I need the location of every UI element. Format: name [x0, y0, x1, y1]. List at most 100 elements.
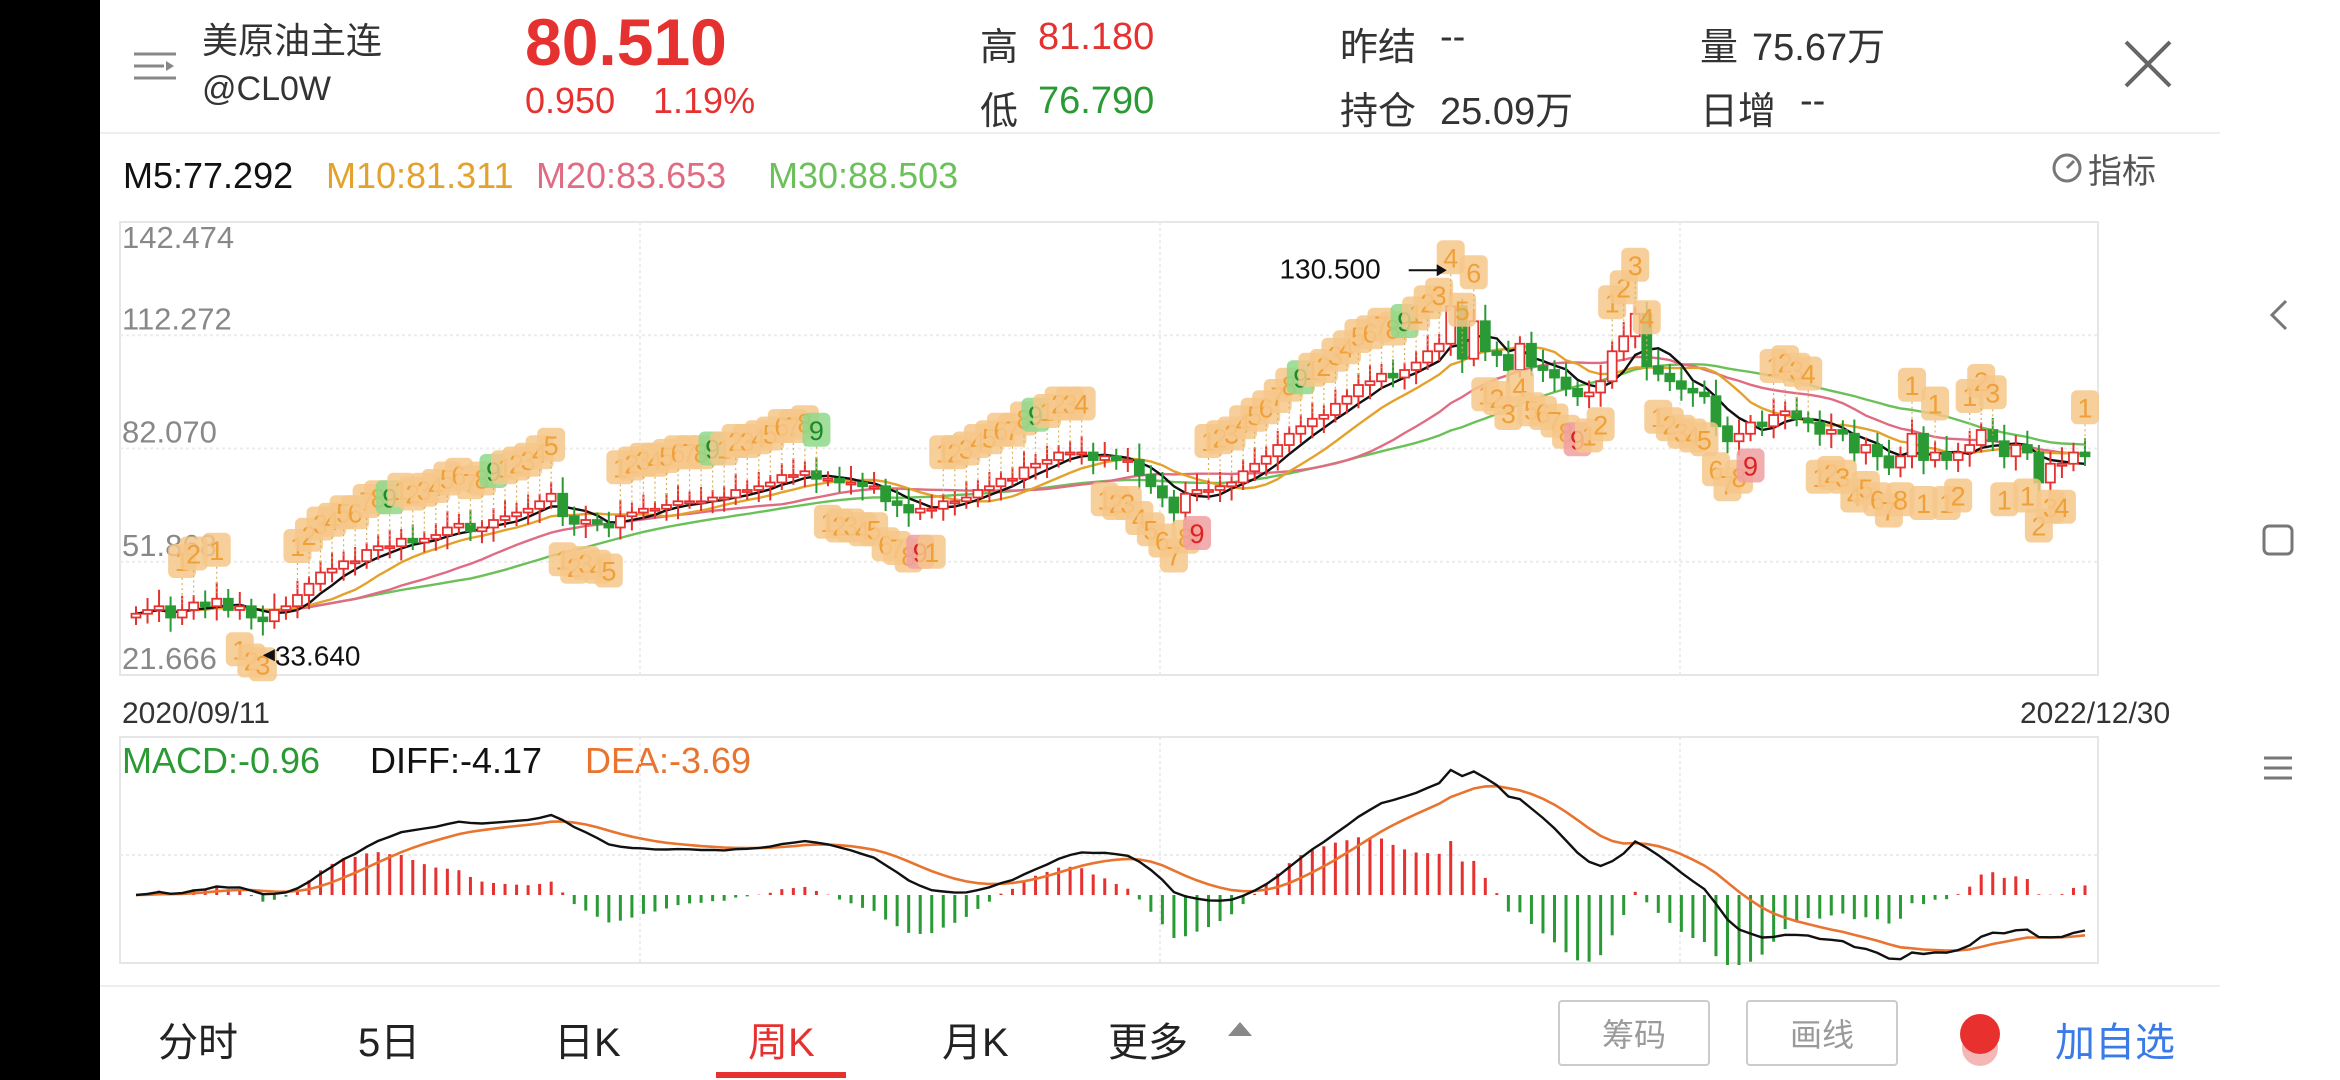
td-count-bg [917, 534, 946, 569]
candle [1618, 335, 1630, 353]
td-count-badge: 3 [1978, 375, 2007, 436]
candle [1583, 391, 1595, 398]
kline-chart[interactable]: 142.474112.27282.07051.86821.66612112312… [100, 210, 2220, 685]
td-count-badge: 2 [179, 536, 208, 597]
candle [1606, 350, 1618, 383]
instrument-name: 美原油主连 [202, 20, 383, 61]
macd-chart[interactable] [100, 735, 2220, 965]
caret-up-icon[interactable] [1228, 1022, 1252, 1036]
candle [1814, 421, 1826, 435]
candle [799, 470, 811, 476]
candle [1399, 369, 1410, 379]
low-value: 76.790 [1038, 80, 1155, 122]
td-count-number: 6 [1466, 258, 1481, 288]
td-count-badge: 4 [1632, 300, 1661, 361]
tab-more[interactable]: 更多 [1108, 1021, 1188, 1065]
indicator-label: 指标 [2088, 152, 2156, 191]
td-count-badge: 9 [1182, 516, 1211, 551]
td-count-badge: 1 [2013, 478, 2042, 513]
td-count-bg [202, 532, 231, 567]
candle [2021, 444, 2033, 454]
tab-daily-k[interactable]: 日K [554, 1021, 621, 1065]
td-count-number: 1 [924, 538, 939, 568]
candle [822, 477, 834, 482]
candle [1191, 489, 1203, 495]
td-count-bg [1898, 367, 1927, 402]
candle [1306, 417, 1318, 428]
candle [453, 522, 465, 529]
candle [488, 519, 499, 529]
candle [1145, 474, 1157, 488]
candle [1987, 429, 1999, 443]
candle [257, 616, 269, 623]
candle [2056, 462, 2068, 467]
candle [1007, 477, 1018, 482]
candle [1998, 440, 2010, 458]
td-count-badge: 4 [1794, 356, 1823, 417]
candle [695, 500, 707, 505]
candle [2033, 451, 2045, 484]
td-count-bg [1448, 292, 1477, 327]
candle [1341, 395, 1353, 405]
td-count-number: 1 [1928, 390, 1943, 420]
daily-increase-label: 日增 [1700, 91, 1777, 133]
candle [418, 537, 430, 544]
system-nav-bar [2220, 0, 2340, 1080]
back-icon[interactable] [2260, 295, 2300, 335]
td-count-bg [1794, 356, 1823, 391]
td-count-number: 4 [1074, 390, 1089, 420]
candle [1122, 459, 1134, 463]
candle [1491, 350, 1503, 356]
candle [165, 605, 176, 619]
tab-intraday[interactable]: 分时 [158, 1021, 238, 1065]
candle [1053, 451, 1065, 461]
candle [1295, 425, 1307, 435]
candle [338, 560, 349, 570]
candle [1318, 414, 1330, 420]
draw-line-button[interactable]: 画线 [1746, 1000, 1898, 1066]
candle [753, 485, 765, 491]
quote-panel: 美原油主连 @CL0W 80.510 0.950 1.19% 高 81.180 … [100, 0, 2220, 1080]
candle [222, 597, 234, 611]
price-change: 0.950 [525, 80, 616, 121]
indicator-button[interactable]: 指标 [2050, 148, 2156, 191]
td-count-bg [2013, 478, 2042, 513]
td-count-bg [1944, 478, 1973, 513]
tab-weekly-k[interactable]: 周K [748, 1021, 815, 1065]
td-count-bg [1621, 247, 1650, 282]
recents-icon[interactable] [2258, 748, 2298, 788]
candle [1906, 432, 1918, 458]
tab-5day[interactable]: 5日 [358, 1021, 421, 1065]
daily-increase-value: -- [1800, 80, 1826, 122]
ma30-label: M30:88.503 [768, 155, 959, 196]
tab-monthly-k[interactable]: 月K [942, 1021, 1009, 1065]
candle [776, 474, 788, 484]
candle [511, 511, 522, 518]
td-count-badge: 1 [202, 532, 231, 593]
add-watchlist-button[interactable]: 加自选 [2055, 1021, 2175, 1065]
chips-button[interactable]: 筹码 [1558, 1000, 1710, 1066]
candle [349, 560, 361, 565]
candle [1364, 380, 1376, 386]
candle [280, 605, 292, 611]
candle [292, 594, 303, 608]
candle [1652, 365, 1664, 375]
candle [130, 612, 142, 619]
td-count-number: 5 [544, 431, 559, 461]
td-count-badge: 3 [1621, 247, 1650, 308]
td-count-number: 2 [186, 540, 201, 570]
menu-icon[interactable] [130, 40, 180, 90]
home-icon[interactable] [2260, 522, 2296, 558]
candle [1514, 342, 1526, 371]
candle [1502, 354, 1514, 371]
candle [1526, 342, 1537, 368]
close-icon[interactable] [2120, 36, 2176, 92]
candle [1110, 455, 1122, 461]
candle [1825, 429, 1837, 435]
candle [1802, 417, 1814, 424]
candle [1283, 432, 1295, 446]
alert-dot-icon[interactable] [1958, 1010, 2002, 1066]
candle [441, 526, 453, 536]
candle [430, 534, 442, 540]
candle [1964, 444, 1976, 454]
